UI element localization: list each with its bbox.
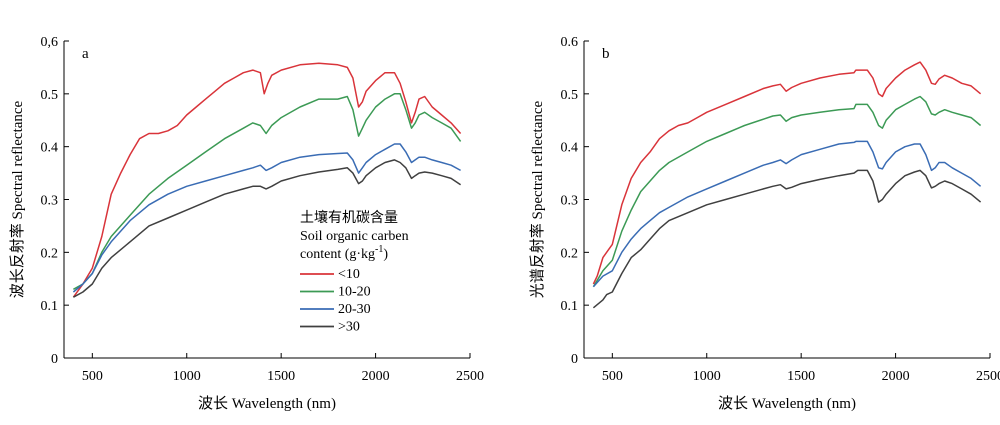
legend-title-part: content (g·kg <box>300 247 375 262</box>
panel-a-x-tick-label: 2000 <box>362 369 390 384</box>
panel-a-series-4-line <box>73 159 462 298</box>
legend-entry-label-4: >30 <box>338 320 360 335</box>
panel-b-y-tick-label: 0.1 <box>561 299 579 314</box>
panel-a-y-tick-label: 0.1 <box>41 299 59 314</box>
panel-b-x-axis-title: 波长 Wavelength (nm) <box>718 395 856 412</box>
panel-a-x-tick-label: 1000 <box>173 369 201 384</box>
panel-b-y-axis-title: 光谱反射率 Spectral reflectance <box>529 100 546 298</box>
panel-b-series-4-line <box>592 169 982 309</box>
legend-title-line: Soil organic carben <box>300 229 409 244</box>
panel-a-series-2-line <box>73 93 462 290</box>
panel-b-x-tick-label: 1000 <box>693 369 721 384</box>
panel-b-x-tick-label: 2500 <box>976 369 1000 384</box>
panel-a-chart: 0 0.1 0.2 0.3 0.4 0.5 0,6 500 1000 1500 2000 2500 波长… <box>9 35 484 412</box>
panel-a-x-tick-label: 500 <box>82 369 103 384</box>
panel-b-y-tick-label: 0 <box>571 352 578 367</box>
panel-b-series-1-line <box>592 61 982 285</box>
panel-a-series-1-line <box>72 62 462 298</box>
panel-a-y-tick-label: 0,6 <box>41 35 59 50</box>
panel-a-y-tick-label: 0.4 <box>41 141 59 156</box>
panel-a-y-tick-label: 0.3 <box>41 194 59 209</box>
panel-a-y-tick-label: 0.2 <box>41 246 59 261</box>
panel-b-y-tick-label: 0.6 <box>561 35 579 50</box>
panel-a-x-axis-title: 波长 Wavelength (nm) <box>198 395 336 412</box>
legend-title-part: ) <box>383 247 388 262</box>
legend-entry-label-1: <10 <box>338 267 360 282</box>
panel-b-y-tick-label: 0.5 <box>561 88 579 103</box>
legend-title-line: 土壤有机碳含量 <box>300 209 398 226</box>
panel-a-x-tick-label: 2500 <box>456 369 484 384</box>
panel-b-x-tick-label: 2000 <box>882 369 910 384</box>
panel-b-series-3-line <box>592 140 982 288</box>
panel-a-y-tick-label: 0 <box>51 352 58 367</box>
legend-title-superscript: -1 <box>375 244 383 255</box>
panel-b-y-tick-label: 0.4 <box>561 141 579 156</box>
panel-b-chart: 0 0.1 0.2 0.3 0.4 0.5 0.6 500 1000 1500 2000 2500 波长… <box>529 35 1000 412</box>
panel-b-x-tick-label: 500 <box>602 369 623 384</box>
panel-a-label: a <box>82 46 89 62</box>
panel-b-y-tick-label: 0.2 <box>561 246 579 261</box>
panel-b-label: b <box>602 46 610 62</box>
legend-entry-label-2: 10-20 <box>338 285 371 300</box>
panel-a-y-tick-label: 0.5 <box>41 88 59 103</box>
panel-b-x-tick-label: 1500 <box>787 369 815 384</box>
panel-b-series-2-line <box>592 95 982 288</box>
panel-a-x-tick-label: 1500 <box>267 369 295 384</box>
panel-a-series-3-line <box>72 143 461 293</box>
panel-b-y-tick-label: 0.3 <box>561 194 579 209</box>
legend-title-line: content (g·kg-1) <box>300 244 388 262</box>
panel-a-y-axis-title: 波长反射率 Spectral reflectance <box>9 100 26 298</box>
legend-entry-label-3: 20-30 <box>338 302 371 317</box>
